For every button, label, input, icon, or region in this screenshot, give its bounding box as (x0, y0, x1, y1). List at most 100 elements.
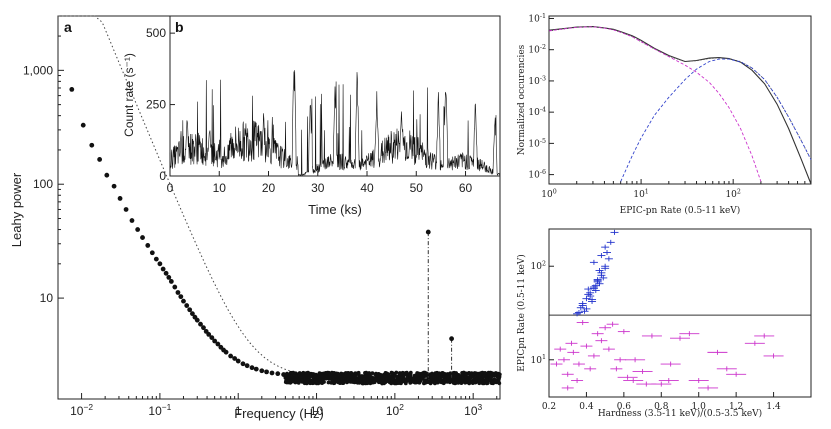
point-low-rate (571, 378, 584, 384)
point-low-rate (550, 361, 563, 367)
xtick-label-d: 1.2 (729, 402, 743, 412)
ytick-label-c: 10-3 (528, 75, 546, 87)
power-point (135, 227, 141, 232)
point-low-rate (567, 349, 580, 355)
ytick-label-a: 10 (40, 291, 54, 305)
ytick-label-c: 10-4 (528, 107, 546, 119)
axis-ticks-c: 100 101 102 10-6 10-5 10-4 10-3 10-2 10-1 (528, 13, 812, 200)
point-low-rate (595, 338, 608, 344)
xlabel-b: Time (ks) (308, 202, 362, 217)
xtick-label-c: 101 (633, 188, 648, 200)
xtick-label-d: 0.8 (654, 402, 669, 412)
power-point (228, 353, 234, 359)
power-point (184, 303, 190, 308)
xtick-label-d: 0.6 (617, 402, 632, 412)
power-point (194, 317, 200, 323)
ytick-label-c: 10-2 (528, 44, 546, 56)
ylabel-d: EPICpn Rate (0.5-11 keV) (516, 254, 527, 372)
power-point (157, 261, 163, 267)
xtick-label-a: 103 (464, 402, 482, 418)
axis-ticks-d: 0.2 0.4 0.6 0.8 1.0 1.2 1.4 101 102 (531, 261, 781, 412)
point-high-rate (604, 256, 613, 262)
point-high-rate (591, 288, 600, 294)
power-point (117, 196, 123, 201)
light-curve-line (169, 70, 501, 177)
point-low-rate (557, 357, 570, 363)
point-high-rate (582, 296, 591, 302)
point-low-rate (623, 378, 644, 384)
ylabel-c: Normalized occurencies (517, 44, 527, 155)
power-point (123, 207, 129, 212)
point-low-rate (602, 346, 615, 352)
point-low-rate (754, 333, 775, 339)
power-point (189, 311, 195, 317)
power-point (166, 274, 172, 280)
power-point (129, 218, 135, 223)
point-high-rate (593, 277, 602, 283)
power-point (198, 321, 203, 327)
power-point (163, 270, 169, 276)
point-low-rate (636, 381, 657, 387)
noise-point (322, 380, 326, 384)
qpo-peak (425, 229, 431, 235)
power-point (168, 279, 174, 284)
point-low-rate (572, 361, 585, 367)
series-c-high-rate-component (620, 58, 812, 182)
point-low-rate (580, 343, 593, 349)
panel-label-a: a (64, 19, 72, 35)
power-point (275, 371, 281, 377)
point-low-rate (716, 366, 737, 372)
panel-label-b: b (175, 19, 184, 35)
power-point (89, 142, 95, 148)
point-high-rate (595, 268, 604, 274)
xtick-label-b: 40 (360, 181, 374, 195)
series-c (548, 26, 812, 185)
point-low-rate (599, 325, 612, 331)
xtick-label-d: 1.4 (766, 402, 781, 412)
point-high-rate (599, 275, 608, 281)
noise-point (497, 372, 502, 377)
point-high-rate (601, 265, 610, 271)
point-high-rate (597, 272, 606, 278)
power-point (160, 266, 166, 272)
xlabel-d: Hardness (3.5-11 keV)/(0.5-3.5 keV) (598, 408, 762, 419)
point-low-rate (625, 357, 646, 363)
xtick-label-c: 100 (541, 188, 556, 200)
xtick-label-b: 20 (262, 181, 276, 195)
power-point (178, 294, 184, 300)
point-low-rate (641, 333, 662, 339)
power-point (140, 235, 145, 240)
light-curve-inset: b Count rate (s⁻¹) Time (ks) 0 10 20 30 40 50… (122, 15, 501, 217)
ytick-label-b: 500 (146, 26, 166, 40)
noise-point (370, 371, 375, 375)
point-high-rate (589, 259, 598, 265)
xtick-label-d: 0.4 (579, 402, 594, 412)
power-point (212, 338, 218, 344)
point-high-rate (589, 285, 598, 291)
point-low-rate (658, 378, 679, 384)
ytick-label-c: 10-6 (528, 169, 546, 181)
ytick-label-d: 101 (531, 354, 546, 366)
xtick-label-c: 102 (725, 188, 740, 200)
series-d (549, 229, 811, 391)
xtick-label-b: 10 (213, 181, 227, 195)
power-point (104, 172, 110, 178)
power-point (175, 290, 181, 295)
ytick-label-a: 100 (33, 177, 53, 191)
point-low-rate (576, 320, 589, 326)
noise-point (296, 381, 301, 385)
series-b (169, 70, 501, 177)
ytick-label-c: 10-5 (528, 138, 546, 150)
point-high-rate (582, 306, 591, 312)
point-low-rate (632, 368, 653, 374)
point-low-rate (679, 331, 700, 337)
xtick-label-a: 1 (235, 404, 242, 418)
power-point (145, 243, 151, 248)
power-point (187, 307, 193, 313)
power-point (201, 325, 206, 331)
point-low-rate (561, 371, 574, 377)
point-low-rate (707, 349, 728, 355)
point-high-rate (601, 244, 610, 250)
point-high-rate (603, 250, 612, 256)
